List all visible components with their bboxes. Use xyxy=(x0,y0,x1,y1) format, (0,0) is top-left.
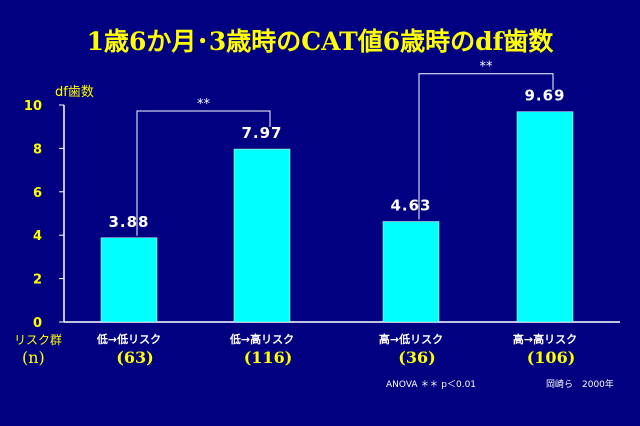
data-label: 3.88 xyxy=(108,213,149,231)
sample-size-label: (116) xyxy=(243,348,293,367)
source-footnote: 岡崎ら 2000年 xyxy=(546,380,614,390)
significance-label: ** xyxy=(197,97,211,112)
category-label: 高→低リスク xyxy=(378,333,444,346)
data-label: 7.97 xyxy=(241,124,282,142)
sample-size-label: (106) xyxy=(526,348,576,367)
category-label: 低→高リスク xyxy=(229,333,295,346)
y-tick-label: 8 xyxy=(33,142,42,157)
category-row-label: リスク群 xyxy=(14,333,63,347)
significance-bracket xyxy=(136,110,271,236)
y-axis-label: df歯数 xyxy=(55,85,94,100)
sample-size-label: (63) xyxy=(116,348,154,367)
y-tick-label: 10 xyxy=(24,99,42,114)
bar xyxy=(100,237,158,323)
data-label: 9.69 xyxy=(524,87,565,105)
significance-bracket xyxy=(418,73,554,220)
chart-title: 1歳6か月･3歳時のCAT値6歳時のdf歯数 xyxy=(86,27,554,56)
anova-footnote: ANOVA ＊＊ p＜0.01 xyxy=(386,380,477,390)
bar xyxy=(382,221,440,323)
y-tick-label: 4 xyxy=(33,229,42,244)
data-label: 4.63 xyxy=(390,197,431,215)
category-label: 高→高リスク xyxy=(512,333,578,346)
y-tick-label: 0 xyxy=(33,316,42,331)
bar xyxy=(233,148,291,323)
sample-size-label: (36) xyxy=(398,348,436,367)
category-label: 低→低リスク xyxy=(96,333,162,346)
y-tick-label: 2 xyxy=(33,273,42,288)
n-row-label: (n) xyxy=(22,348,45,367)
significance-label: ** xyxy=(480,60,494,75)
bar xyxy=(516,111,574,323)
y-tick-label: 6 xyxy=(33,186,42,201)
